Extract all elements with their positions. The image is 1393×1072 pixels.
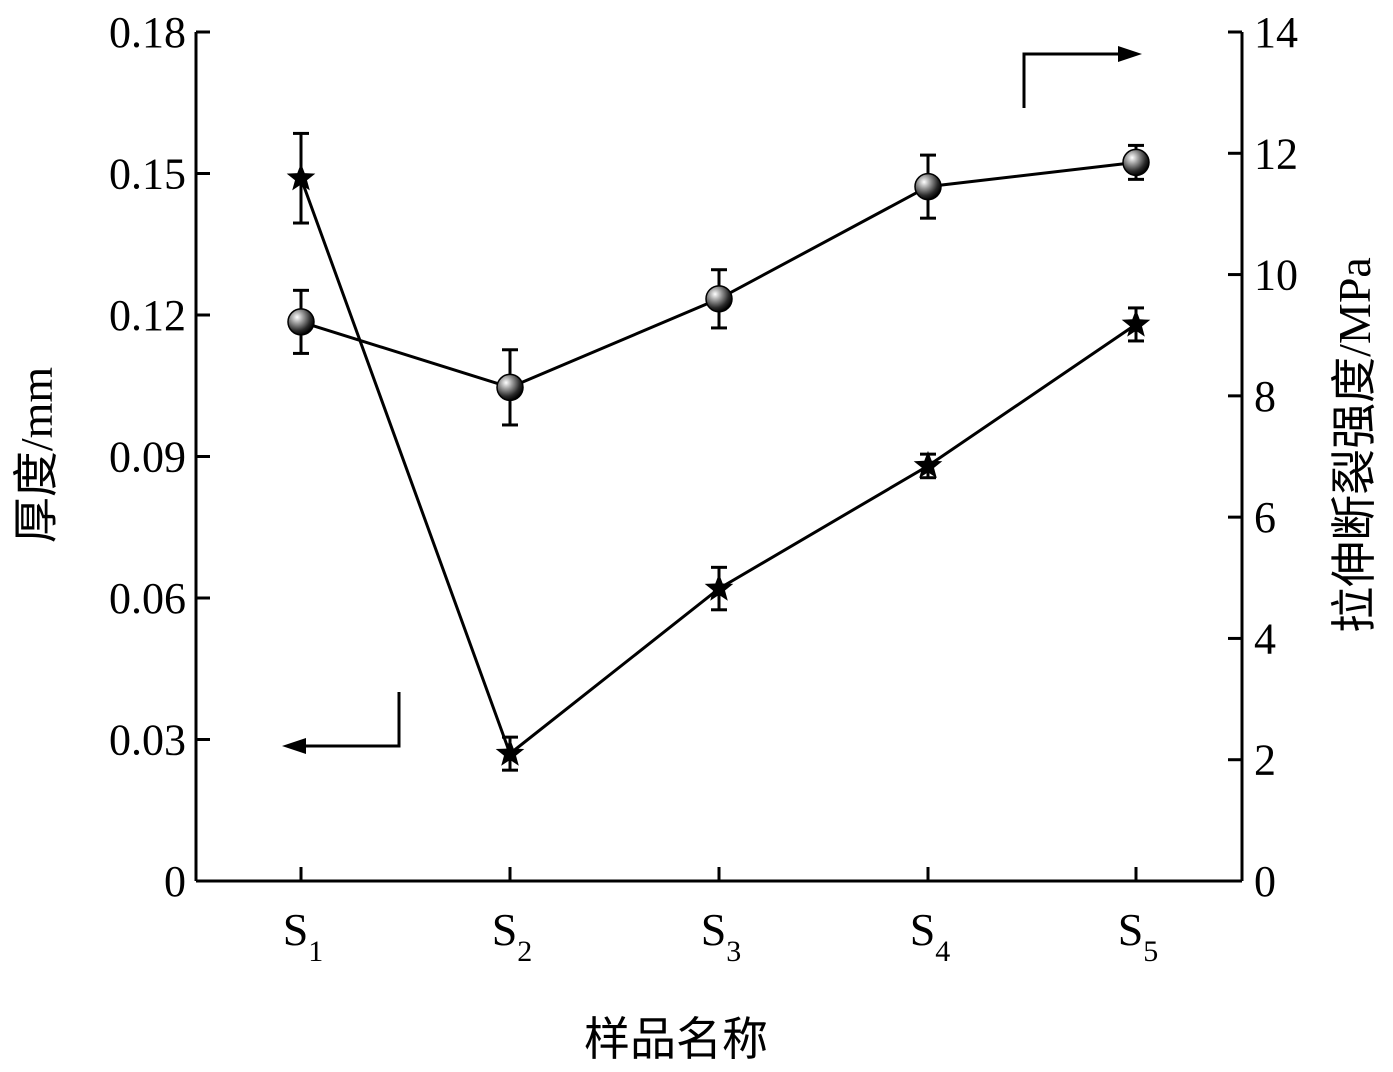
left-tick-label: 0.12	[109, 291, 186, 340]
right-axis-title: 拉伸断裂强度/MPa	[1329, 257, 1380, 633]
data-point	[705, 285, 733, 313]
series-layer	[286, 131, 1151, 772]
plot-frame	[194, 32, 1244, 883]
x-tick-label-sub: 4	[935, 935, 950, 968]
left-tick-label: 0.03	[109, 716, 186, 765]
right-tick-label: 14	[1254, 8, 1298, 57]
data-point	[1121, 309, 1151, 337]
axis-indicators	[282, 46, 1142, 754]
x-tick-label-main: S	[1118, 904, 1144, 955]
right-tick-label: 6	[1254, 493, 1276, 542]
right-tick-label: 4	[1254, 614, 1276, 663]
x-axis-title: 样品名称	[584, 1014, 768, 1065]
data-point	[496, 373, 524, 402]
x-tick-label-sub: 1	[308, 935, 323, 968]
right-tick-label: 8	[1254, 372, 1276, 421]
right-axis: 0 2 4 6 8 10 12 14	[1228, 8, 1298, 906]
right-tick-label: 0	[1254, 857, 1276, 906]
left-indicator-arrowhead	[282, 738, 306, 754]
x-tick-label-sub: 3	[726, 935, 741, 968]
x-tick-label-main: S	[283, 904, 309, 955]
x-tick-label-main: S	[701, 904, 727, 955]
series-2	[287, 143, 1150, 427]
data-point	[287, 308, 315, 336]
x-tick-label: S2	[492, 904, 533, 968]
data-point	[286, 163, 316, 191]
data-point	[1122, 148, 1150, 177]
x-tick-label: S4	[910, 904, 951, 968]
right-tick-label: 2	[1254, 736, 1276, 785]
x-tick-label: S1	[283, 904, 324, 968]
x-tick-label-sub: 2	[517, 935, 532, 968]
x-tick-label: S3	[701, 904, 742, 968]
left-axis: 0 0.03 0.06 0.09 0.12 0.15 0.18	[109, 8, 210, 906]
left-tick-label: 0	[164, 857, 186, 906]
right-tick-label: 12	[1254, 129, 1298, 178]
series-1	[286, 131, 1151, 772]
data-point	[495, 738, 525, 766]
series-line	[299, 177, 1137, 757]
left-tick-label: 0.18	[109, 8, 186, 57]
x-tick-label-main: S	[492, 904, 518, 955]
right-indicator-arrowhead	[1118, 46, 1142, 62]
left-tick-label: 0.09	[109, 433, 186, 482]
data-point	[914, 172, 942, 201]
x-tick-label: S5	[1118, 904, 1159, 968]
right-indicator-line	[1022, 52, 1124, 108]
data-point	[704, 573, 734, 601]
x-axis: S1 S2 S3 S4 S5	[283, 867, 1159, 968]
left-tick-label: 0.06	[109, 574, 186, 623]
left-tick-label: 0.15	[109, 150, 186, 199]
left-indicator-line	[300, 692, 401, 748]
x-tick-label-main: S	[910, 904, 936, 955]
left-axis-title: 厚度/mm	[11, 367, 62, 544]
data-point	[913, 450, 943, 479]
x-tick-label-sub: 5	[1143, 935, 1158, 968]
right-tick-label: 10	[1254, 251, 1298, 300]
